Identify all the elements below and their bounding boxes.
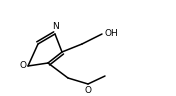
Text: N: N [52, 22, 58, 31]
Text: O: O [19, 62, 26, 70]
Text: O: O [84, 86, 92, 95]
Text: OH: OH [104, 29, 118, 38]
